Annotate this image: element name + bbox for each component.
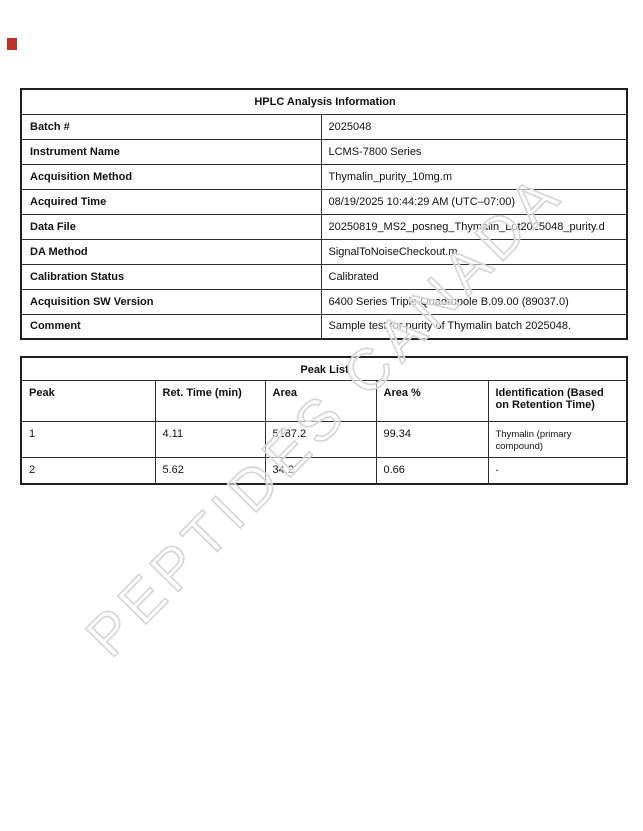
table-row: Calibration Status Calibrated xyxy=(20,263,628,290)
info-value-batch: 2025048 xyxy=(320,113,628,140)
table-row: Comment Sample test for purity of Thymal… xyxy=(20,313,628,340)
col-header-identification: Identification (Based on Retention Time) xyxy=(487,380,628,422)
area-cell: 34.2 xyxy=(264,456,377,485)
info-label-data-file: Data File xyxy=(20,213,322,240)
info-value-da-method: SignalToNoiseCheckout.m xyxy=(320,238,628,265)
table-row: 2 5.62 34.2 0.66 - xyxy=(20,456,628,485)
col-header-area: Area xyxy=(264,380,377,422)
info-label-acquired-time: Acquired Time xyxy=(20,188,322,215)
info-label-instrument: Instrument Name xyxy=(20,138,322,165)
peak-table-header-row: Peak Ret. Time (min) Area Area % Identif… xyxy=(20,380,628,422)
peak-table-title: Peak List xyxy=(20,356,628,381)
identification-cell: Thymalin (primary compound) xyxy=(487,421,628,458)
info-label-acq-method: Acquisition Method xyxy=(20,163,322,190)
info-value-acquired-time: 08/19/2025 10:44:29 AM (UTC–07:00) xyxy=(320,188,628,215)
area-cell: 5187.2 xyxy=(264,421,377,458)
peak-number-cell: 1 xyxy=(20,421,156,458)
table-row: Instrument Name LCMS-7800 Series xyxy=(20,138,628,165)
info-value-instrument: LCMS-7800 Series xyxy=(320,138,628,165)
info-label-da-method: DA Method xyxy=(20,238,322,265)
info-label-sw-version: Acquisition SW Version xyxy=(20,288,322,315)
col-header-ret-time: Ret. Time (min) xyxy=(154,380,266,422)
table-row: Acquisition Method Thymalin_purity_10mg.… xyxy=(20,163,628,190)
table-row: Batch # 2025048 xyxy=(20,113,628,140)
hplc-info-table: HPLC Analysis Information Batch # 202504… xyxy=(20,88,629,340)
info-label-batch: Batch # xyxy=(20,113,322,140)
ret-time-cell: 4.11 xyxy=(154,421,266,458)
peak-list-table: Peak List Peak Ret. Time (min) Area Area… xyxy=(20,356,629,486)
info-value-data-file: 20250819_MS2_posneg_Thymalin_Lot2025048_… xyxy=(320,213,628,240)
info-table-title-row: HPLC Analysis Information xyxy=(20,88,628,115)
ret-time-cell: 5.62 xyxy=(154,456,266,485)
table-row: Acquisition SW Version 6400 Series Tripl… xyxy=(20,288,628,315)
table-row: DA Method SignalToNoiseCheckout.m xyxy=(20,238,628,265)
peak-table-title-row: Peak List xyxy=(20,356,628,381)
table-row: Data File 20250819_MS2_posneg_Thymalin_L… xyxy=(20,213,628,240)
area-pct-cell: 99.34 xyxy=(375,421,489,458)
peak-number-cell: 2 xyxy=(20,456,156,485)
page-corner-red-mark xyxy=(7,38,17,50)
table-row: 1 4.11 5187.2 99.34 Thymalin (primary co… xyxy=(20,421,628,458)
info-value-comment: Sample test for purity of Thymalin batch… xyxy=(320,313,628,340)
col-header-area-pct: Area % xyxy=(375,380,489,422)
info-label-calibration: Calibration Status xyxy=(20,263,322,290)
info-value-calibration: Calibrated xyxy=(320,263,628,290)
identification-cell: - xyxy=(487,456,628,485)
table-row: Acquired Time 08/19/2025 10:44:29 AM (UT… xyxy=(20,188,628,215)
info-value-sw-version: 6400 Series Triple Quadrupole B.09.00 (8… xyxy=(320,288,628,315)
info-label-comment: Comment xyxy=(20,313,322,340)
col-header-peak: Peak xyxy=(20,380,156,422)
info-value-acq-method: Thymalin_purity_10mg.m xyxy=(320,163,628,190)
info-table-title: HPLC Analysis Information xyxy=(20,88,628,115)
area-pct-cell: 0.66 xyxy=(375,456,489,485)
